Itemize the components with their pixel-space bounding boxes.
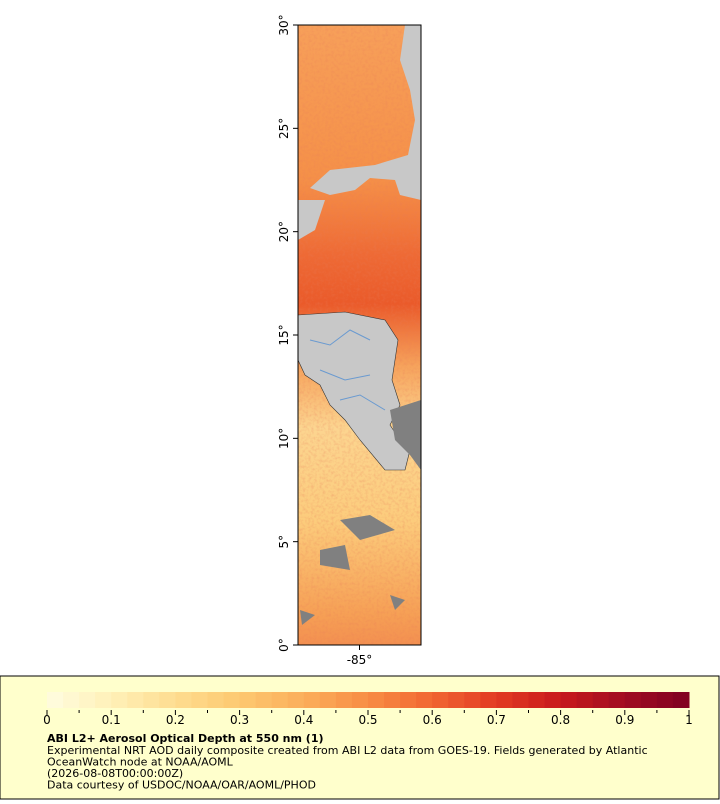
colorbar-step [159, 692, 176, 708]
colorbar-tick-label: 0.8 [551, 713, 570, 727]
colorbar-step [512, 692, 529, 708]
colorbar-step [255, 692, 273, 708]
colorbar-step [416, 692, 433, 708]
colorbar-tick-label: 0.9 [615, 713, 634, 727]
colorbar-tick-label: 0.5 [358, 713, 377, 727]
colorbar-step [303, 692, 321, 708]
legend-line: (2026-08-08T00:00:00Z) [47, 767, 183, 780]
colorbar-step [576, 692, 594, 708]
colorbar-step [319, 692, 337, 708]
colorbar-step [592, 692, 610, 708]
colorbar-step [111, 692, 128, 708]
colorbar-step [480, 692, 497, 708]
colorbar-step [223, 692, 241, 708]
legend-line: OceanWatch node at NOAA/AOML [47, 756, 234, 769]
colorbar-step [335, 692, 353, 708]
colorbar-step [400, 692, 417, 708]
colorbar-step [63, 692, 80, 708]
colorbar-step [95, 692, 112, 708]
lat-tick-label: 30° [277, 14, 291, 35]
colorbar-tick-label: 0.4 [294, 713, 313, 727]
colorbar-tick-label: 1 [685, 713, 693, 727]
colorbar-step [207, 692, 225, 708]
colorbar-step [175, 692, 192, 708]
colorbar-step [656, 692, 674, 708]
colorbar-step [191, 692, 208, 708]
legend-title: ABI L2+ Aerosol Optical Depth at 550 nm … [47, 732, 324, 745]
legend: ABI L2+ Aerosol Optical Depth at 550 nm … [47, 732, 648, 792]
colorbar-step [368, 692, 385, 708]
colorbar-step [448, 692, 465, 708]
colorbar-tick-label: 0.2 [166, 713, 185, 727]
map-image [298, 25, 421, 645]
colorbar-step [47, 692, 64, 708]
colorbar-step [624, 692, 642, 708]
lat-tick-label: 25° [277, 118, 291, 139]
colorbar-step [608, 692, 626, 708]
colorbar-step [287, 692, 305, 708]
colorbar-step [672, 692, 690, 708]
colorbar-tick-label: 0 [43, 713, 51, 727]
colorbar-step [544, 692, 562, 708]
lat-tick-label: 0° [277, 638, 291, 652]
colorbar-step [79, 692, 96, 708]
colorbar-step [239, 692, 257, 708]
colorbar-step [143, 692, 160, 708]
colorbar-step [640, 692, 658, 708]
colorbar-step [528, 692, 546, 708]
colorbar-tick-label: 0.7 [487, 713, 506, 727]
lat-tick-label: 15° [277, 324, 291, 345]
colorbar-step [127, 692, 144, 708]
colorbar-step [351, 692, 369, 708]
lon-tick-label: -85° [347, 653, 373, 667]
colorbar-tick-label: 0.6 [423, 713, 442, 727]
lat-tick-label: 20° [277, 221, 291, 242]
colorbar-step [384, 692, 401, 708]
legend-line: Experimental NRT AOD daily composite cre… [47, 744, 648, 757]
lat-tick-label: 10° [277, 428, 291, 449]
colorbar-tick-label: 0.3 [230, 713, 249, 727]
colorbar-step [496, 692, 513, 708]
lat-tick-label: 5° [277, 535, 291, 549]
colorbar-step [560, 692, 578, 708]
legend-line: Data courtesy of USDOC/NOAA/OAR/AOML/PHO… [47, 779, 316, 792]
colorbar-step [432, 692, 449, 708]
colorbar-step [464, 692, 481, 708]
colorbar-step [271, 692, 289, 708]
colorbar-tick-label: 0.1 [102, 713, 121, 727]
